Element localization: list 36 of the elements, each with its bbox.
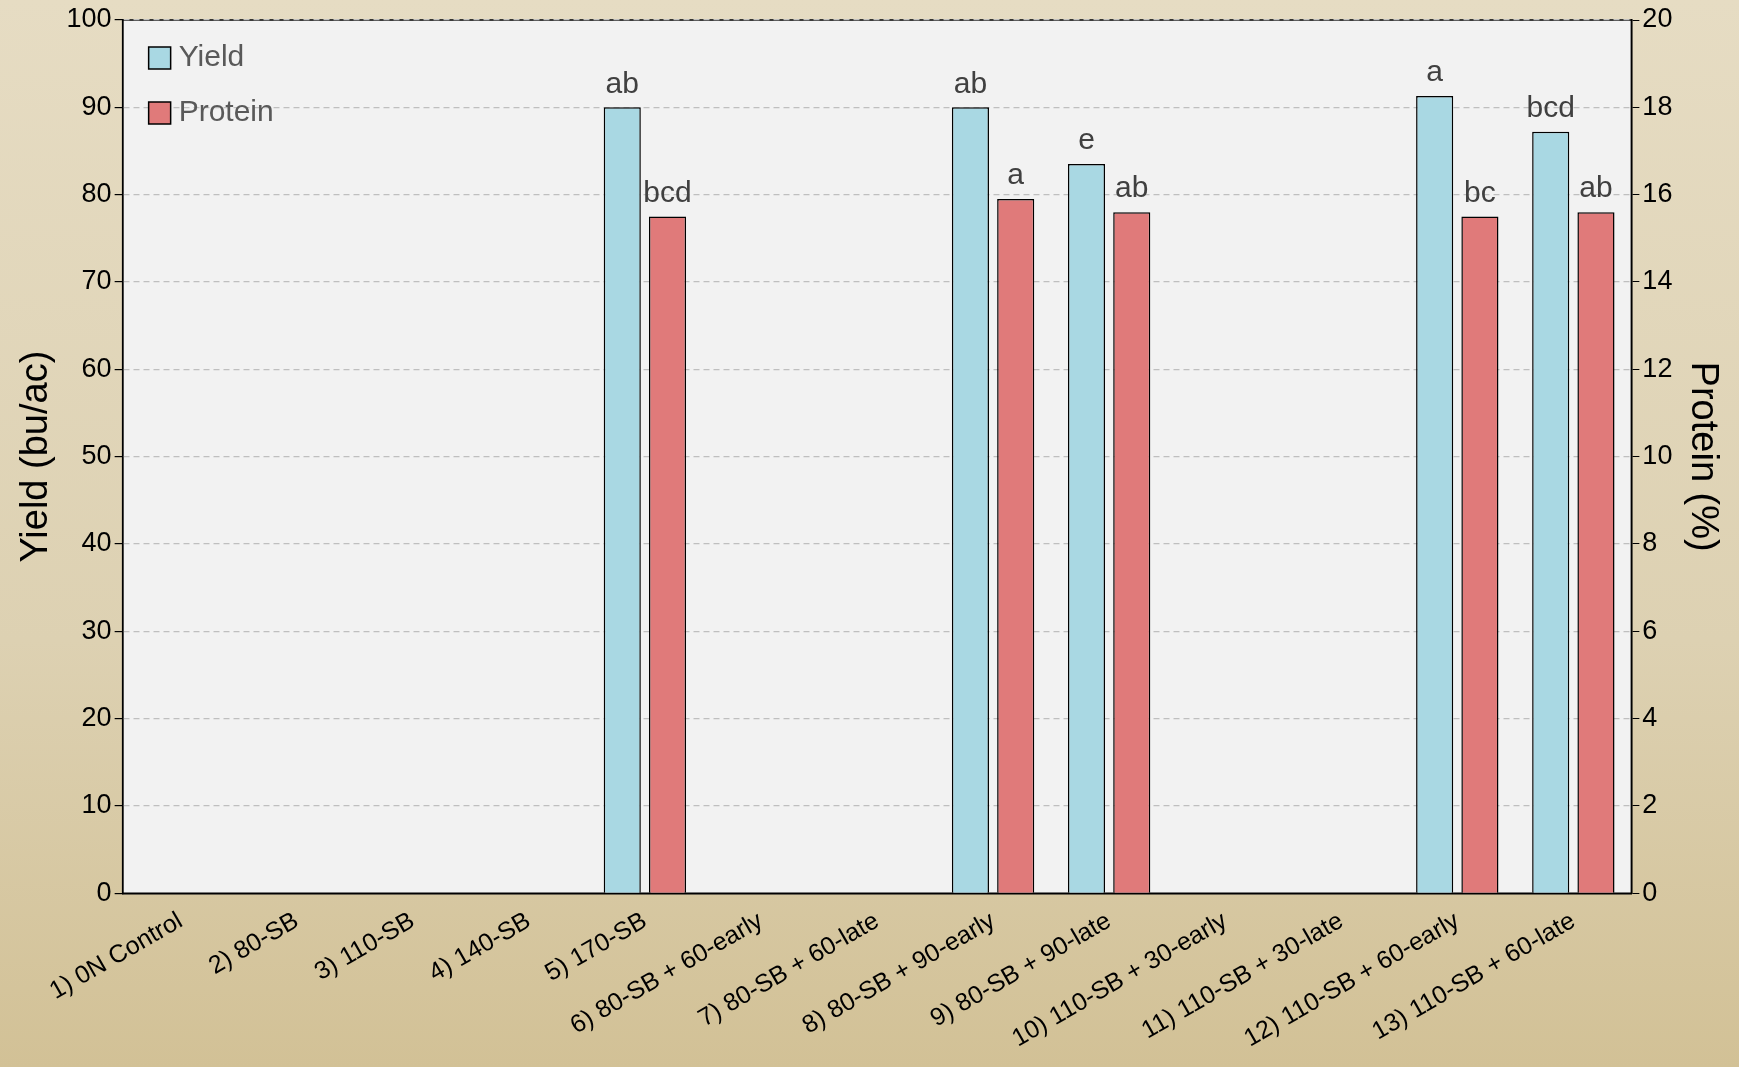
data-label: bc (1464, 174, 1496, 208)
data-label: e (1078, 122, 1095, 156)
y2-tick-label: 12 (1642, 352, 1673, 383)
y-tick-label: 100 (66, 3, 112, 34)
data-label: bcd (1526, 90, 1575, 124)
y2-tick-label: 8 (1642, 527, 1658, 558)
y-tick-label: 70 (81, 265, 112, 296)
y-tick-label: 90 (81, 90, 112, 121)
data-label: a (1007, 157, 1025, 191)
data-label: ab (1115, 170, 1149, 204)
data-label: bcd (643, 174, 692, 208)
y2-tick-label: 2 (1642, 789, 1658, 820)
y-tick-label: 0 (96, 876, 112, 907)
y-axis-title: Yield (bu/ac) (13, 350, 56, 563)
y-tick-label: 30 (81, 614, 112, 645)
y2-tick-label: 4 (1642, 702, 1658, 733)
y2-tick-label: 16 (1642, 178, 1673, 209)
y2-tick-label: 0 (1642, 876, 1658, 907)
y-tick-label: 60 (81, 352, 112, 383)
data-label: ab (953, 65, 988, 99)
legend-label: Yield (178, 39, 245, 73)
y2-tick-label: 20 (1642, 3, 1673, 34)
y2-tick-label: 14 (1642, 265, 1673, 296)
legend-label: Protein (178, 94, 274, 128)
y-tick-label: 40 (81, 527, 112, 558)
data-label: ab (1579, 170, 1613, 204)
y2-tick-label: 18 (1642, 90, 1673, 121)
y-tick-label: 20 (81, 702, 112, 733)
data-label: ab (605, 65, 639, 99)
y-tick-label: 50 (81, 440, 112, 471)
data-label: a (1426, 54, 1444, 88)
y2-axis-title: Protein (%) (1683, 361, 1726, 552)
y2-tick-label: 6 (1642, 614, 1658, 645)
y-tick-label: 80 (81, 178, 112, 209)
y2-tick-label: 10 (1642, 440, 1673, 471)
y-tick-label: 10 (81, 789, 112, 820)
